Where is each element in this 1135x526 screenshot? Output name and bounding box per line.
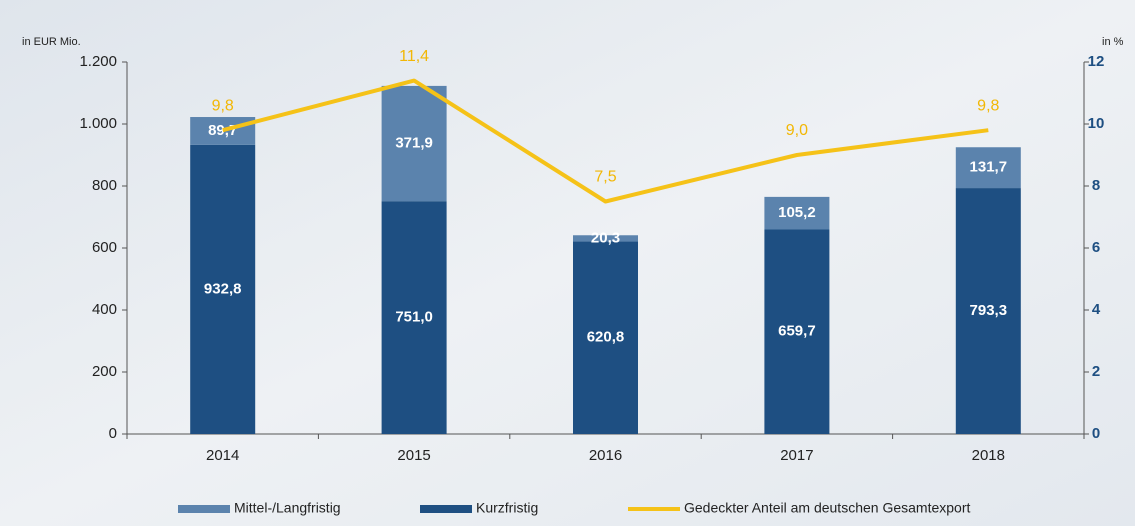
bar-value-label: 89,7 [208, 122, 237, 139]
line-value-label: 9,8 [977, 97, 999, 114]
bar-segment [573, 235, 638, 242]
bar-segment [955, 147, 1021, 189]
legend-label: Mittel-/Langfristig [234, 500, 341, 516]
y-tick-label: 400 [92, 301, 117, 318]
bar-value-label: 105,2 [778, 204, 816, 221]
y2-tick-label: 8 [1092, 177, 1100, 194]
y-tick-label: 800 [92, 177, 117, 194]
legend-label: Gedeckter Anteil am deutschen Gesamtexpo… [684, 500, 970, 516]
line-value-label: 7,5 [594, 169, 616, 186]
bar-value-label: 793,3 [970, 302, 1008, 319]
bar-segment [764, 196, 830, 230]
x-tick-label: 2017 [780, 447, 813, 464]
bar-segment [955, 188, 1021, 434]
bar-segment [381, 201, 447, 434]
y-axis-label: in EUR Mio. [22, 36, 81, 48]
x-tick-label: 2016 [589, 447, 622, 464]
y-tick-label: 0 [109, 425, 117, 442]
y2-tick-label: 0 [1092, 425, 1100, 442]
y2-tick-label: 10 [1088, 115, 1105, 132]
y-tick-label: 200 [92, 363, 117, 380]
legend-swatch [420, 505, 472, 513]
bar-segment [190, 144, 256, 434]
bar-value-label: 20,3 [591, 229, 620, 246]
y-tick-label: 600 [92, 239, 117, 256]
x-tick-label: 2018 [972, 447, 1005, 464]
line-series [222, 78, 989, 204]
bar-value-label: 751,0 [395, 309, 433, 326]
line-value-label: 9,0 [786, 122, 808, 139]
y-tick-label: 1.200 [79, 53, 117, 70]
bar-segment [764, 229, 830, 434]
y-tick-label: 1.000 [79, 115, 117, 132]
y2-axis-label: in % [1102, 36, 1124, 48]
y2-tick-label: 2 [1092, 363, 1100, 380]
bar-value-label: 371,9 [395, 135, 433, 152]
line-value-label: 9,8 [212, 97, 234, 114]
bar-value-label: 659,7 [778, 323, 816, 340]
bar-value-label: 131,7 [970, 159, 1008, 176]
bar-segment [190, 117, 256, 145]
y2-tick-label: 12 [1088, 53, 1105, 70]
bar-value-label: 932,8 [204, 280, 242, 297]
x-tick-label: 2015 [397, 447, 430, 464]
y2-tick-label: 6 [1092, 239, 1100, 256]
y2-tick-label: 4 [1092, 301, 1101, 318]
bar-value-label: 620,8 [587, 329, 625, 346]
bar-segment [381, 85, 447, 202]
legend-label: Kurzfristig [476, 500, 538, 516]
line-value-label: 11,4 [399, 48, 429, 65]
x-tick-label: 2014 [206, 447, 239, 464]
legend-swatch [178, 505, 230, 513]
bar-segment [573, 241, 638, 434]
